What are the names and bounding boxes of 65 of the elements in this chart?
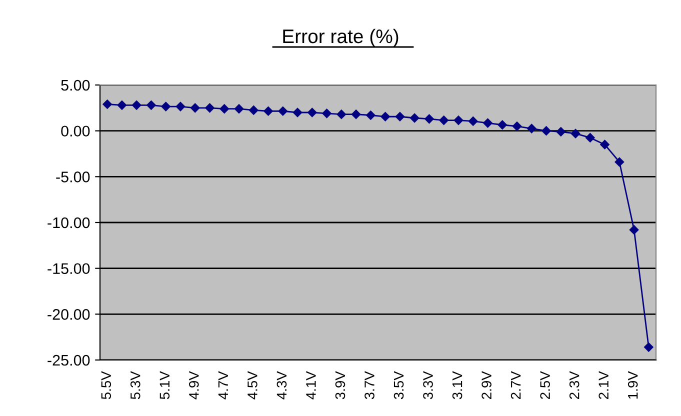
x-tick-label: 2.1V <box>598 371 608 399</box>
point <box>220 104 229 114</box>
x-tick-label: 2.9V <box>482 371 492 399</box>
point <box>366 110 376 120</box>
point <box>498 120 507 130</box>
point <box>292 108 302 118</box>
x-tick-label: 3.9V <box>335 371 346 400</box>
point <box>454 116 464 125</box>
point <box>102 100 112 109</box>
point <box>644 342 654 352</box>
point <box>586 133 595 142</box>
x-tick-label: 2.3V <box>569 371 580 399</box>
point <box>424 114 434 124</box>
y-tick-label: -25.00 <box>48 354 90 366</box>
point <box>205 103 214 113</box>
x-tick-label: 5.3V <box>130 371 140 400</box>
point <box>190 103 200 113</box>
x-tick-label: 3.5V <box>394 371 404 400</box>
x-tick-label: 2.5V <box>540 371 550 399</box>
y-tick-label: -5.00 <box>56 172 90 182</box>
point <box>512 122 522 131</box>
chart-title: Error rate (%) <box>283 28 398 48</box>
x-tick-label: 3.3V <box>423 371 433 400</box>
x-tick-label: 3.1V <box>452 371 462 400</box>
point <box>556 127 566 136</box>
point <box>308 108 317 118</box>
point <box>570 128 580 138</box>
point <box>176 102 186 112</box>
point <box>117 100 127 110</box>
point <box>527 124 536 134</box>
y-tick-label: 0.00 <box>61 126 90 137</box>
x-tick-label: 4.9V <box>189 371 199 400</box>
y-tick-label: -10.00 <box>48 217 90 228</box>
point <box>600 140 610 150</box>
point <box>468 116 478 126</box>
x-tick-label: 2.7V <box>510 371 521 399</box>
point <box>380 112 390 122</box>
x-tick-label: 4.7V <box>218 371 228 400</box>
point <box>336 110 346 119</box>
point <box>146 100 156 110</box>
y-tick-label: -20.00 <box>48 309 90 320</box>
y-tick-label: -15.00 <box>48 263 90 274</box>
point <box>249 106 258 115</box>
point <box>278 106 288 116</box>
x-tick-label: 3.7V <box>364 371 374 400</box>
y-tick-label: 5.00 <box>61 80 90 91</box>
point <box>132 100 142 110</box>
point <box>322 108 332 118</box>
x-tick-label: 4.1V <box>306 371 316 400</box>
point <box>629 225 639 234</box>
point <box>542 126 551 136</box>
x-tick-label: 4.3V <box>276 371 287 400</box>
point <box>439 116 448 125</box>
x-tick-label: 5.5V <box>101 371 112 400</box>
x-tick-label: 5.1V <box>160 371 170 400</box>
x-tick-label: 4.5V <box>248 371 258 400</box>
point <box>395 112 405 122</box>
point <box>614 157 624 167</box>
point <box>161 102 170 112</box>
point <box>410 113 420 123</box>
point <box>264 106 273 116</box>
point <box>483 118 492 128</box>
x-tick-label: 1.9V <box>628 371 638 399</box>
point <box>351 110 361 119</box>
point <box>234 104 244 114</box>
